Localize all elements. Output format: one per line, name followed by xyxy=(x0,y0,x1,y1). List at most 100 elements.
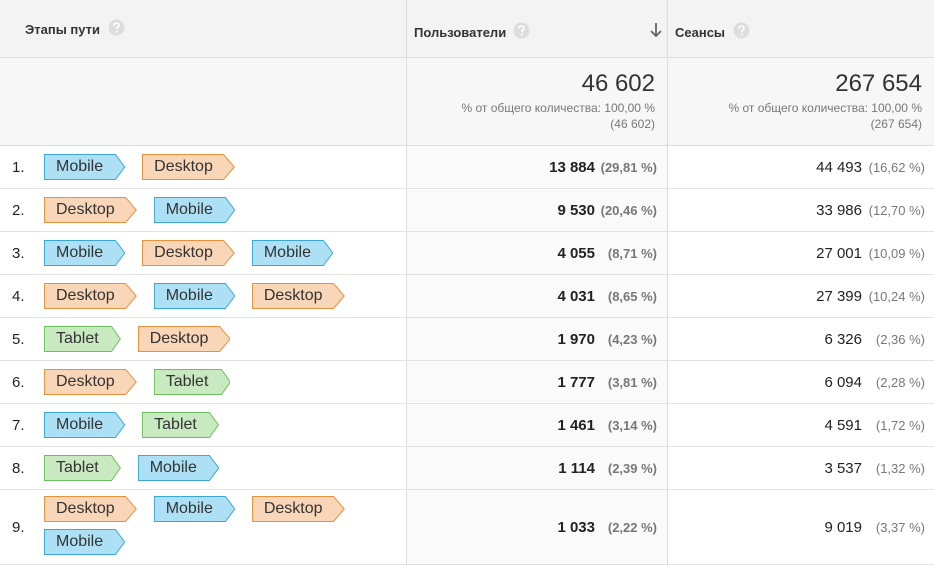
path-steps: Mobile Desktop xyxy=(44,154,394,180)
users-value: 1 777 xyxy=(557,373,595,391)
column-header[interactable]: Пользователи xyxy=(414,25,507,40)
sessions-percent: (16,62 %) xyxy=(868,159,925,175)
table-row xyxy=(0,447,934,490)
tag-shape xyxy=(44,455,121,481)
tag-shape xyxy=(138,326,231,352)
table-row xyxy=(0,146,934,189)
column-divider xyxy=(667,0,668,565)
tag-shape xyxy=(154,496,235,522)
sessions-percent: (1,72 %) xyxy=(875,417,925,433)
users-percent: (4,23 %) xyxy=(607,331,657,347)
row-index: 8. xyxy=(12,459,25,477)
path-steps: Desktop Tablet xyxy=(44,369,394,395)
row-index: 5. xyxy=(12,330,25,348)
tag-label: Desktop xyxy=(56,373,115,390)
tag-label: Tablet xyxy=(165,373,209,390)
path-steps: Desktop Mobile Desktop Mobile xyxy=(44,496,394,555)
row-index: 7. xyxy=(12,416,25,434)
users-percent: (3,14 %) xyxy=(607,417,657,433)
help-icon[interactable] xyxy=(733,22,750,39)
row-index: 6. xyxy=(12,373,25,391)
sessions-value: 9 019 xyxy=(824,518,862,536)
path-tag: Mobile xyxy=(44,154,125,180)
tag-label: Mobile xyxy=(165,287,213,304)
users-value: 1 970 xyxy=(557,330,595,348)
sessions-percent: (10,24 %) xyxy=(868,288,925,304)
tag-shape xyxy=(44,154,125,180)
sessions-percent: (10,09 %) xyxy=(868,245,925,261)
tag-shape xyxy=(44,369,137,395)
sessions-percent: (2,28 %) xyxy=(875,374,925,390)
sessions-percent: (2,36 %) xyxy=(875,331,925,347)
sessions-percent: (1,32 %) xyxy=(875,460,925,476)
sessions-value: 44 493 xyxy=(816,158,862,176)
tag-shape xyxy=(44,240,125,266)
tag-shape xyxy=(44,283,137,309)
users-value: 4 055 xyxy=(557,244,595,262)
path-tag: Mobile xyxy=(154,283,235,309)
column-header[interactable]: Сеансы xyxy=(675,25,726,40)
tag-label: Desktop xyxy=(56,500,115,517)
path-tag: Tablet xyxy=(142,412,219,438)
sessions-value: 27 001 xyxy=(816,244,862,262)
sessions-value: 33 986 xyxy=(816,201,862,219)
path-tag: Mobile xyxy=(154,496,235,522)
tag-label: Desktop xyxy=(154,244,213,261)
path-steps: Tablet Desktop xyxy=(44,326,394,352)
users-percent: (3,81 %) xyxy=(607,374,657,390)
path-tag: Mobile xyxy=(138,455,219,481)
tag-shape xyxy=(154,369,231,395)
tag-label: Mobile xyxy=(149,459,197,476)
help-icon[interactable] xyxy=(108,19,125,36)
total-value: 46 602 xyxy=(581,70,655,97)
users-percent: (8,65 %) xyxy=(607,288,657,304)
tag-label: Mobile xyxy=(56,533,104,550)
sort-arrow[interactable] xyxy=(649,22,663,38)
tag-shape xyxy=(142,240,235,266)
tag-label: Mobile xyxy=(165,201,213,218)
row-index: 1. xyxy=(12,158,25,176)
users-percent: (8,71 %) xyxy=(607,245,657,261)
tag-label: Mobile xyxy=(56,244,104,261)
path-steps: Desktop Mobile Desktop xyxy=(44,283,394,309)
table-row xyxy=(0,361,934,404)
tag-label: Mobile xyxy=(165,500,213,517)
tag-shape xyxy=(154,197,235,223)
path-tag: Mobile xyxy=(252,240,333,266)
path-tag: Mobile xyxy=(44,529,125,555)
totals-row xyxy=(0,58,934,146)
tag-label: Desktop xyxy=(263,287,323,304)
tag-shape xyxy=(252,283,345,309)
users-percent: (2,39 %) xyxy=(607,460,657,476)
sessions-value: 3 537 xyxy=(824,459,862,477)
total-note: % от общего количества: 100,00 % xyxy=(461,101,655,115)
path-steps: Tablet Mobile xyxy=(44,455,394,481)
help-icon[interactable] xyxy=(513,22,530,39)
path-tag: Desktop xyxy=(142,154,235,180)
total-value: 267 654 xyxy=(835,70,922,97)
users-percent: (20,46 %) xyxy=(600,202,657,218)
sessions-percent: (3,37 %) xyxy=(875,519,925,535)
path-tag: Desktop xyxy=(252,496,345,522)
tag-label: Tablet xyxy=(154,416,197,433)
tag-shape xyxy=(252,240,333,266)
sessions-value: 6 326 xyxy=(824,330,862,348)
table-row xyxy=(0,318,934,361)
tag-shape xyxy=(154,283,235,309)
sorted-column xyxy=(407,146,667,565)
path-tag: Desktop xyxy=(44,369,137,395)
users-percent: (2,22 %) xyxy=(607,519,657,535)
row-index: 4. xyxy=(12,287,25,305)
table-row xyxy=(0,189,934,232)
users-value: 4 031 xyxy=(557,287,595,305)
path-tag: Desktop xyxy=(142,240,235,266)
path-steps: Mobile Desktop Mobile xyxy=(44,240,394,266)
tag-label: Mobile xyxy=(263,244,311,261)
tag-label: Desktop xyxy=(149,330,209,347)
header xyxy=(0,0,934,58)
tag-label: Tablet xyxy=(56,459,99,476)
row-index: 2. xyxy=(12,201,25,219)
column-header[interactable]: Этапы пути xyxy=(25,22,101,37)
path-tag: Tablet xyxy=(44,455,121,481)
path-tag: Desktop xyxy=(44,283,137,309)
